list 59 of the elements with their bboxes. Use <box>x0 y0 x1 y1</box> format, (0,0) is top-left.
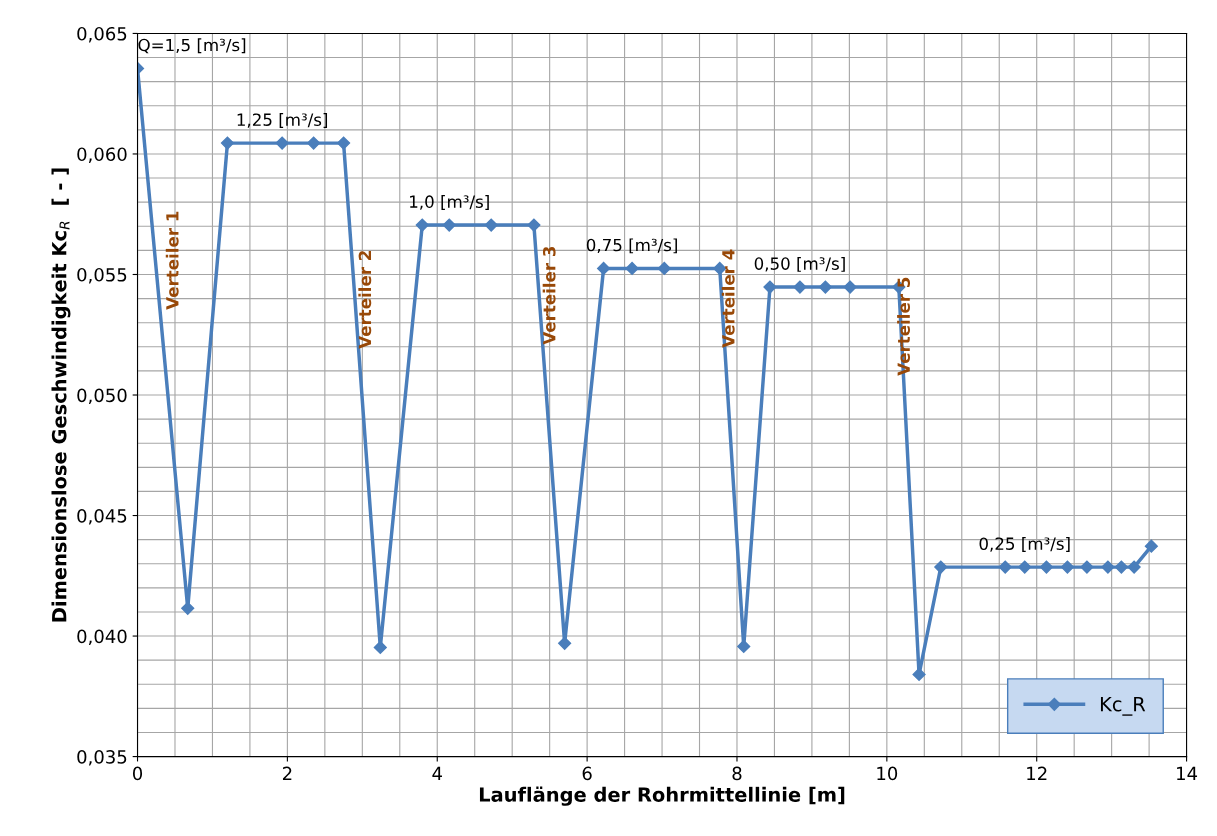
annotation: Verteiler 1 <box>165 211 179 310</box>
point <box>597 261 611 276</box>
annotation: 0,75 [m³/s] <box>586 238 677 254</box>
y-tick-label: 0,055 <box>77 267 127 284</box>
point <box>1039 560 1054 574</box>
point <box>1144 539 1158 553</box>
point <box>1080 560 1094 574</box>
text: Dimensionslose Geschwindigkeit Kc$_{R}$ [ - ] <box>51 168 71 622</box>
point <box>1127 560 1141 574</box>
point <box>484 218 498 232</box>
point <box>373 640 387 654</box>
annotation: Verteiler 3 <box>542 246 556 345</box>
x-tick-label: 0 <box>132 766 143 781</box>
y-tick-label: 0,035 <box>77 750 127 766</box>
annotation: Verteiler 4 <box>721 249 735 348</box>
point <box>442 218 456 232</box>
point <box>1114 560 1128 574</box>
point <box>657 261 671 276</box>
annotation: 1,0 [m³/s] <box>410 195 489 210</box>
legend-label: Kc_R <box>1100 696 1146 716</box>
point <box>336 136 351 150</box>
x-tick-label: 14 <box>1177 766 1198 781</box>
point <box>934 560 948 574</box>
point <box>307 136 321 150</box>
point <box>912 667 926 681</box>
annotation: Q=1,5 [m³/s] <box>138 38 246 54</box>
point <box>737 639 751 654</box>
y-tick-label: 0,050 <box>77 388 127 404</box>
annotation: Verteiler 2 <box>358 251 372 349</box>
x-tick-label: 10 <box>877 766 898 781</box>
y-tick-label: 0,045 <box>77 508 127 525</box>
point <box>527 218 541 232</box>
point <box>793 280 807 294</box>
point <box>275 136 289 150</box>
point <box>1060 560 1075 574</box>
point <box>818 280 832 294</box>
point <box>181 601 195 615</box>
point <box>1018 560 1032 574</box>
y-tick-label: 0,060 <box>77 147 127 163</box>
y-tick-label: 0,040 <box>77 629 127 646</box>
point <box>998 560 1012 574</box>
point <box>220 136 235 150</box>
point <box>558 636 572 650</box>
x-tick-label: 4 <box>432 766 442 781</box>
point <box>625 261 639 276</box>
y-tick-label: 0,065 <box>77 26 127 43</box>
x-axis-title: Lauflänge der Rohrmittellinie [m] <box>479 786 845 806</box>
x-tick-label: 6 <box>582 766 592 781</box>
point <box>415 218 429 232</box>
annotation: Verteiler 5 <box>897 277 911 376</box>
annotation: 0,50 [m³/s] <box>754 257 845 272</box>
x-tick-label: 12 <box>1027 766 1047 781</box>
x-tick-label: 2 <box>282 766 292 781</box>
point <box>763 280 777 294</box>
point <box>843 280 857 294</box>
annotation: 0,25 [m³/s] <box>979 537 1070 552</box>
x-tick-label: 8 <box>732 766 742 781</box>
point <box>1101 560 1115 574</box>
annotation: 1,25 [m³/s] <box>237 113 328 128</box>
